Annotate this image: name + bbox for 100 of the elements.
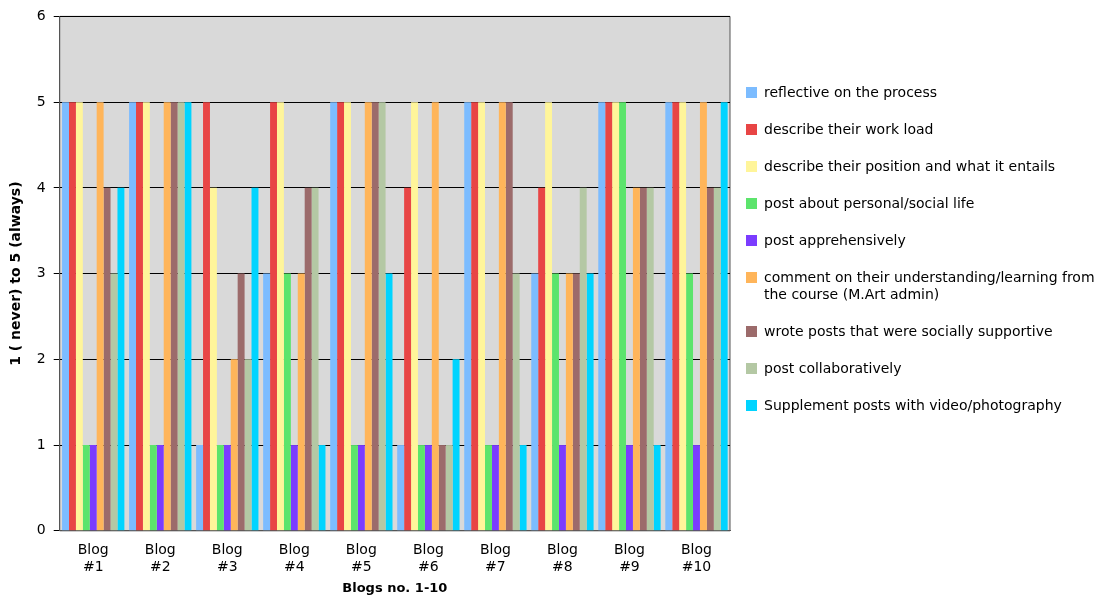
bar (417, 445, 425, 531)
bar (397, 445, 405, 531)
bar (276, 102, 284, 531)
bar (163, 102, 171, 531)
bar (68, 102, 76, 531)
bar (216, 445, 224, 531)
bar (565, 273, 573, 531)
bar (311, 187, 319, 531)
bar (357, 445, 365, 531)
x-tick-label: Blog #7 (479, 540, 511, 574)
y-tick-label: 5 (36, 92, 46, 109)
legend-label: Supplement posts with video/photography (764, 397, 1062, 414)
x-axis-title: Blogs no. 1-10 (342, 579, 448, 595)
bar (297, 273, 305, 531)
bar (385, 273, 393, 531)
x-tick-label: Blog #4 (278, 540, 310, 574)
bar (129, 102, 137, 531)
bar (632, 187, 640, 531)
bar (498, 102, 506, 531)
bar (653, 445, 661, 531)
bar (625, 445, 633, 531)
bar (679, 102, 687, 531)
bar (170, 102, 178, 531)
y-axis-title: 1 ( never) to 5 (always) (7, 181, 24, 366)
bar (350, 445, 358, 531)
bar (89, 445, 97, 531)
bar (263, 273, 271, 531)
bar (452, 359, 460, 531)
legend-label: post apprehensively (764, 232, 906, 249)
bar (538, 187, 546, 531)
bar (579, 187, 587, 531)
bar (431, 102, 439, 531)
bar (103, 187, 111, 531)
bar (378, 102, 386, 531)
bar (713, 187, 721, 531)
y-tick-label: 1 (36, 435, 46, 452)
bar (209, 187, 217, 531)
x-tick-label: Blog #2 (144, 540, 176, 574)
x-tick-label: Blog #1 (77, 540, 109, 574)
bar (244, 359, 252, 531)
bar (558, 445, 566, 531)
bar (720, 102, 728, 531)
bar (586, 273, 594, 531)
bar (552, 273, 559, 531)
bar (337, 102, 345, 531)
bar (290, 445, 298, 531)
bar (237, 273, 245, 531)
bar (665, 102, 673, 531)
bar (612, 102, 620, 531)
bar (505, 102, 513, 531)
bar (203, 102, 210, 531)
bar (424, 445, 432, 531)
x-tick-label: Blog #8 (546, 540, 578, 574)
bar (706, 187, 714, 531)
bar (149, 445, 157, 531)
bar (531, 273, 539, 531)
y-tick-label: 2 (36, 349, 46, 366)
bar (223, 445, 231, 531)
bar (471, 102, 479, 531)
bar (485, 445, 492, 531)
legend-label: describe their work load (764, 121, 934, 138)
bar (330, 102, 338, 531)
bar (156, 445, 164, 531)
bar (646, 187, 654, 531)
bar (364, 102, 372, 531)
bar (438, 445, 446, 531)
bar (572, 273, 580, 531)
legend-label: post about personal/social life (764, 195, 975, 212)
bar (693, 445, 700, 531)
bar (117, 187, 125, 531)
y-tick-label: 0 (36, 521, 46, 538)
legend-label: comment on their understanding/learning from the course (M.Art admin) (764, 269, 1096, 303)
bar (270, 102, 277, 531)
bar (196, 445, 204, 531)
y-tick-label: 3 (36, 264, 46, 281)
bar (82, 445, 90, 531)
bar (75, 102, 83, 531)
bar (283, 273, 291, 531)
legend-label: wrote posts that were socially supportive (764, 323, 1053, 340)
bar (404, 187, 412, 531)
legend-label: reflective on the process (764, 84, 938, 101)
bar (344, 102, 351, 531)
y-tick-label: 4 (36, 178, 46, 195)
bar (699, 102, 707, 531)
bar (304, 187, 312, 531)
legend-label: describe their position and what it entails (764, 158, 1056, 175)
x-tick-label: Blog #3 (211, 540, 243, 574)
bar (411, 102, 418, 531)
bar (230, 359, 238, 531)
bar (62, 102, 69, 531)
bar (545, 102, 553, 531)
bar (672, 102, 680, 531)
bar (686, 273, 694, 531)
bar (136, 102, 143, 531)
x-tick-label: Blog #6 (412, 540, 444, 574)
bar (605, 102, 613, 531)
bar (445, 445, 453, 531)
bar (96, 102, 104, 531)
y-tick-label: 6 (36, 7, 46, 24)
bar (639, 187, 647, 531)
